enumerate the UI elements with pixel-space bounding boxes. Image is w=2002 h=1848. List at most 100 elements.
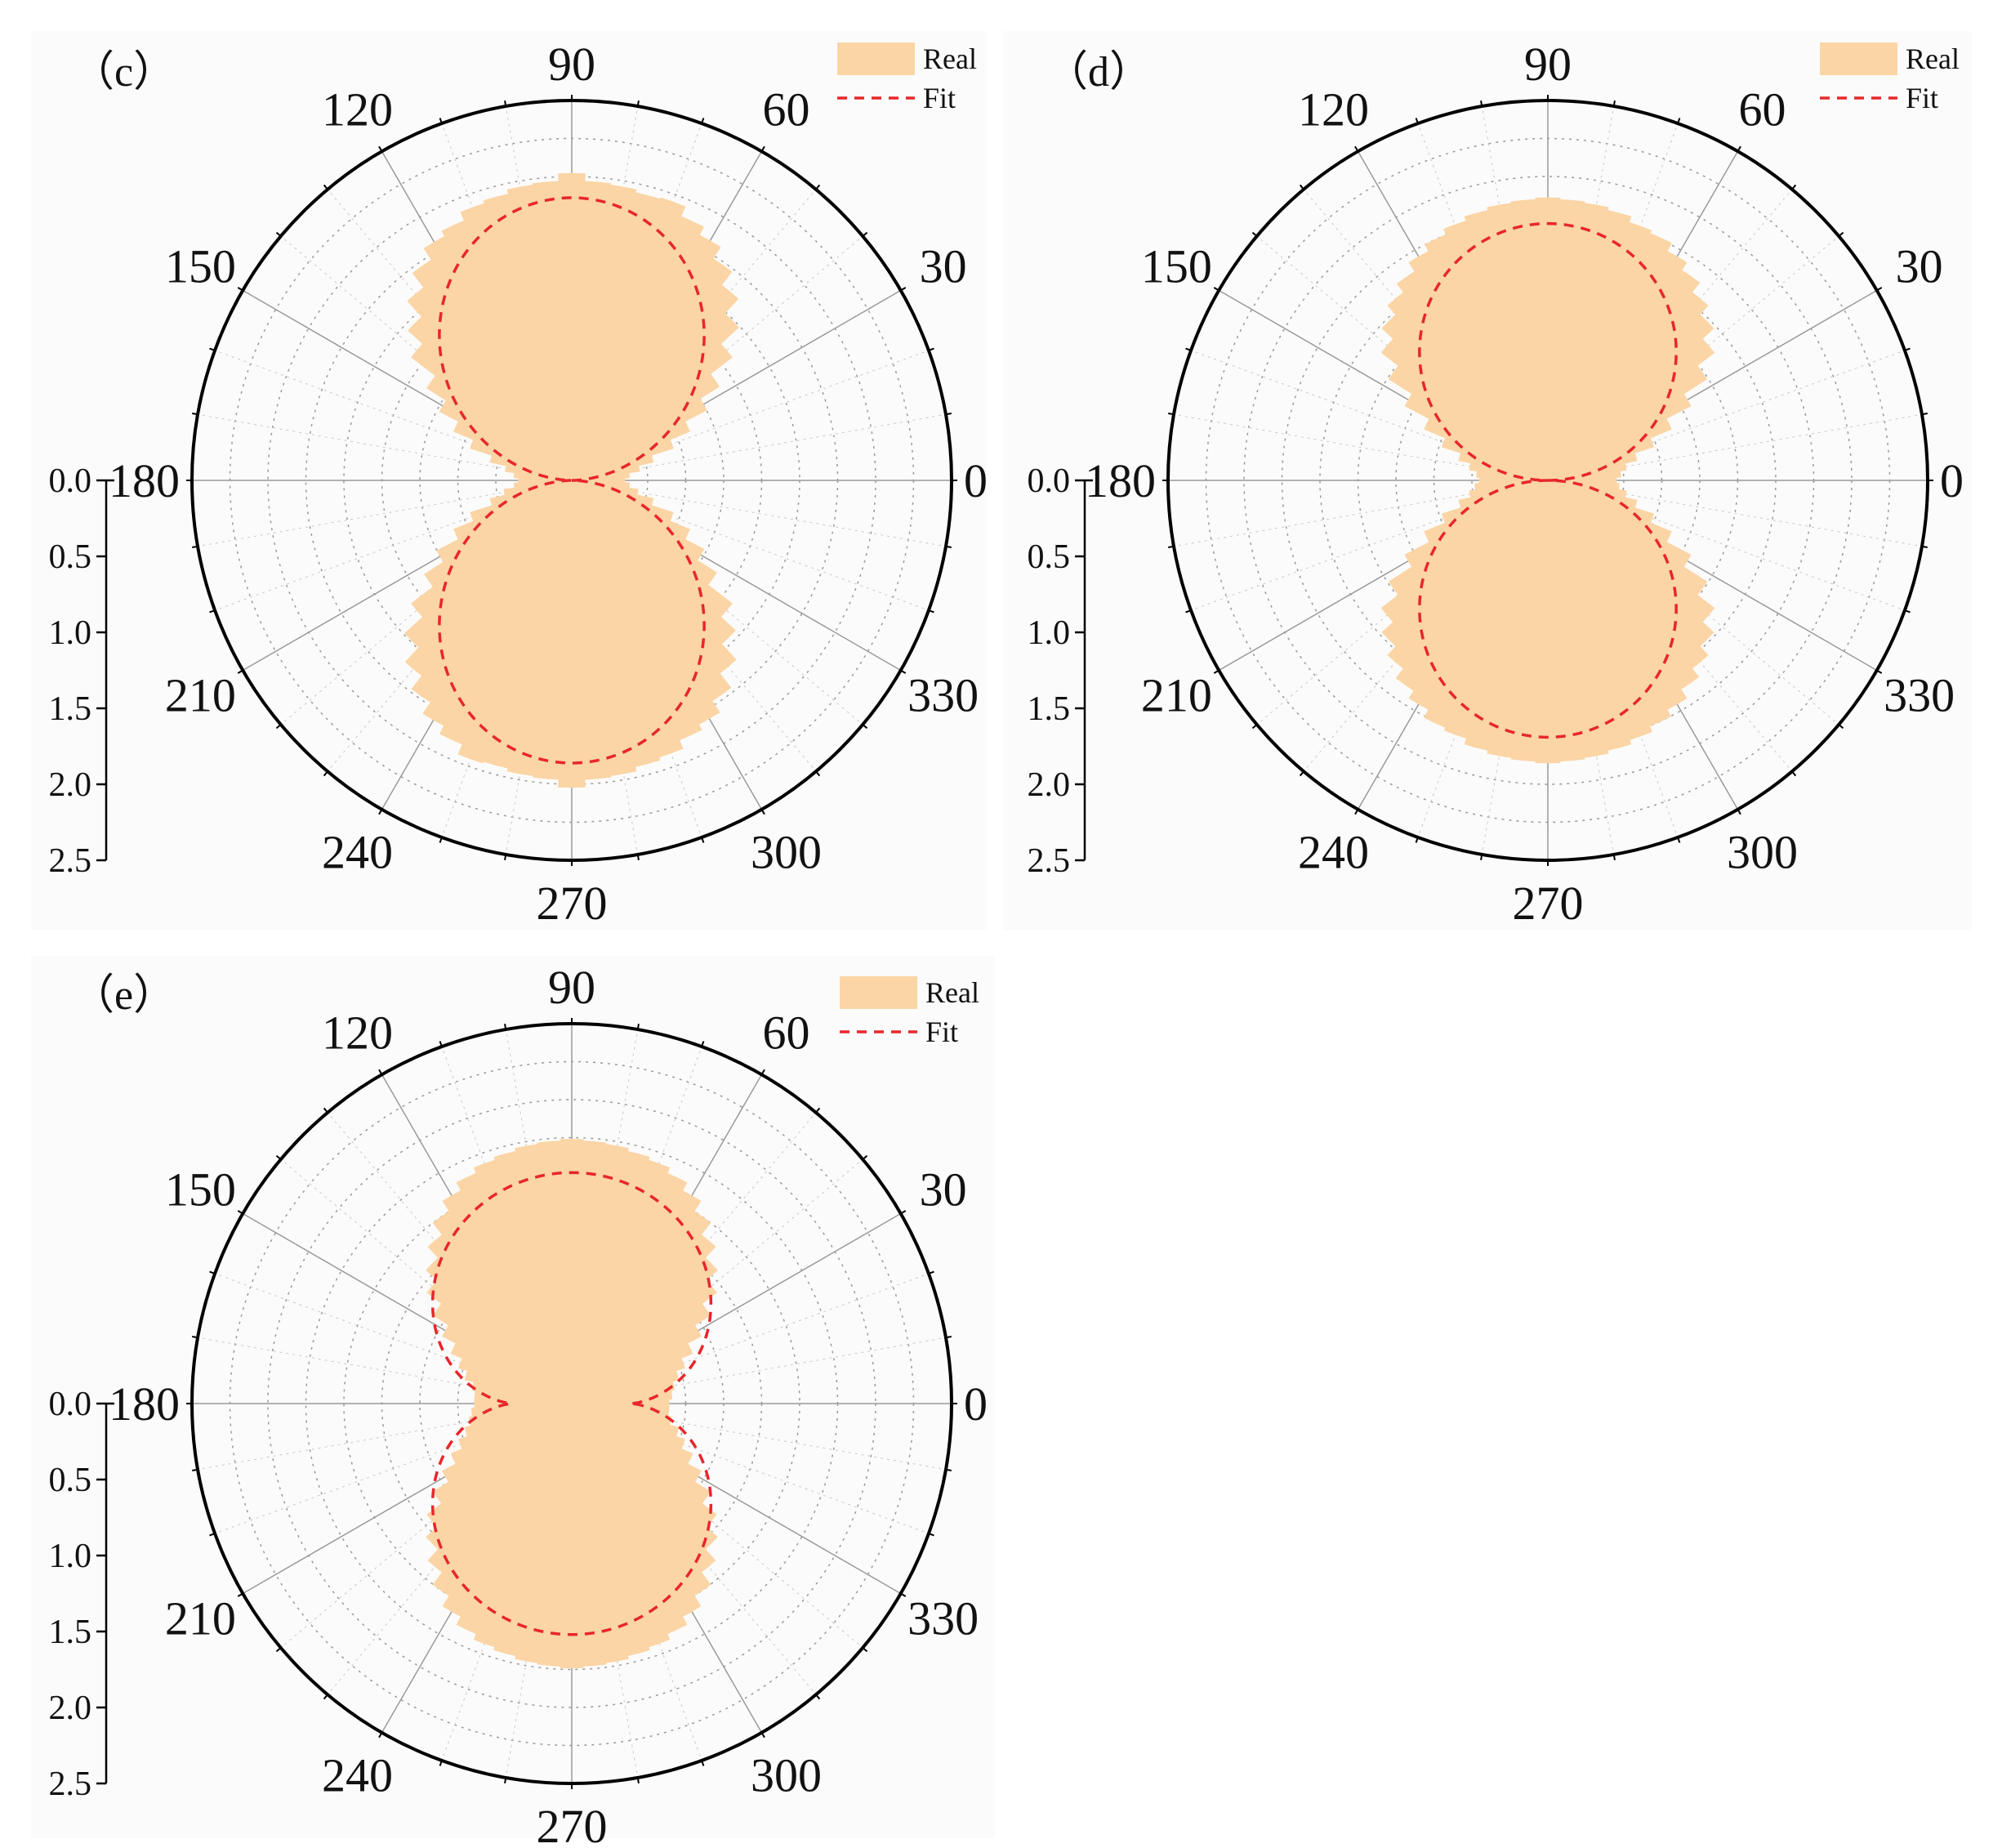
real-bar (1443, 220, 1549, 481)
outer-tick (1876, 669, 1883, 674)
outer-tick (439, 1041, 443, 1047)
real-bar (408, 316, 573, 481)
angle-tick-label: 0 (964, 454, 988, 507)
legend-real-label: Real (925, 976, 979, 1009)
real-bar (571, 480, 705, 561)
outer-tick (504, 1777, 507, 1783)
outer-tick (237, 669, 243, 674)
angle-tick-label: 150 (165, 1163, 236, 1216)
angle-tick-label: 270 (537, 877, 608, 930)
real-bar (1535, 197, 1561, 481)
minor-spoke (197, 1403, 573, 1471)
outer-tick (323, 1694, 328, 1700)
real-bar (1464, 210, 1549, 481)
outer-tick (1415, 837, 1419, 843)
outer-tick (378, 1069, 383, 1075)
outer-tick (1737, 809, 1741, 815)
real-bar (571, 1403, 688, 1635)
outer-tick (439, 118, 443, 124)
real-bar (571, 480, 733, 618)
real-bar (464, 1370, 573, 1404)
real-bar (571, 1403, 711, 1596)
real-bar (473, 1159, 573, 1404)
outer-tick (504, 1024, 507, 1030)
outer-tick (760, 809, 765, 815)
radial-axis: 0.0 0.5 1.0 1.5 2.0 2.5 (49, 462, 114, 880)
angle-tick-label: 0 (964, 1377, 988, 1431)
outer-tick (701, 118, 705, 124)
minor-spoke (1547, 350, 1906, 481)
angle-tick-label: 30 (920, 240, 967, 293)
real-bar (571, 480, 639, 496)
minor-spoke (214, 1273, 573, 1404)
outer-tick (378, 1732, 383, 1739)
real-bar (423, 235, 573, 481)
real-bar (1547, 480, 1709, 669)
real-bar (1387, 292, 1549, 481)
minor-spoke (571, 1273, 930, 1404)
minor-spoke (571, 480, 930, 611)
outer-tick (237, 1210, 243, 1215)
real-bar (571, 480, 661, 767)
real-bar (1547, 480, 1632, 751)
legend-fit-label: Fit (1906, 82, 1938, 114)
real-bar (571, 480, 684, 758)
outer-tick (504, 100, 507, 107)
outer-tick (862, 1154, 868, 1160)
polar-panel-e: 0 30 60 90 120 150 180 210 240 270 300 330 0.0 0.5 1.0… (31, 956, 995, 1848)
real-bar (560, 1138, 584, 1404)
outer-tick (1838, 231, 1844, 237)
real-bar (571, 1403, 718, 1550)
angle-tick-label: 300 (1727, 826, 1798, 879)
outer-tick (862, 1647, 868, 1653)
radial-tick-label: 2.5 (49, 842, 92, 880)
outer-tick (192, 1468, 198, 1471)
outer-tick (275, 1647, 282, 1653)
real-bars (404, 172, 739, 788)
fit-curve (438, 196, 706, 765)
real-bar (457, 480, 573, 764)
real-bar (571, 1403, 693, 1465)
minor-spoke (1547, 480, 1923, 547)
outer-tick (1791, 184, 1797, 190)
minor-spoke (571, 1403, 930, 1534)
real-bar (1547, 480, 1620, 490)
minor-spoke (1547, 480, 1906, 611)
outer-tick (945, 1468, 952, 1471)
outer-tick (900, 1592, 907, 1597)
angle-tick-label: 180 (1085, 454, 1156, 507)
outer-tick (760, 1732, 765, 1739)
real-bar (558, 172, 586, 481)
outer-tick (378, 809, 383, 815)
radial-tick-label: 0.5 (49, 1462, 92, 1499)
real-bar (1547, 480, 1638, 509)
real-bar (493, 1150, 573, 1404)
outer-tick (1251, 231, 1258, 237)
angle-tick-label: 60 (1739, 83, 1786, 136)
legend-real-swatch (837, 42, 915, 75)
real-bar (1547, 480, 1708, 596)
angle-labels: 0 30 60 90 120 150 180 210 240 270 300 330 (109, 961, 988, 1848)
minor-spoke (571, 480, 947, 547)
outer-tick (1251, 724, 1258, 730)
angle-tick-label: 210 (165, 669, 236, 722)
real-bar (456, 1172, 573, 1404)
real-bar (1424, 417, 1549, 481)
real-bar (441, 220, 573, 481)
angle-tick-label: 330 (907, 1592, 979, 1645)
real-bar (560, 1403, 584, 1669)
outer-tick (439, 1760, 443, 1766)
radial-tick-label: 1.0 (49, 614, 92, 652)
outer-tick (1612, 100, 1616, 107)
radial-tick-label: 0.5 (49, 538, 92, 576)
radial-axis: 0.0 0.5 1.0 1.5 2.0 2.5 (49, 1386, 114, 1803)
angle-tick-label: 30 (1896, 240, 1943, 293)
real-bar (1458, 452, 1549, 481)
real-bar (453, 421, 573, 481)
real-bar (571, 1403, 650, 1657)
minor-spoke (571, 1403, 863, 1649)
real-bar (1381, 314, 1549, 481)
radial-tick-label: 1.5 (49, 1614, 92, 1651)
real-bar (1408, 250, 1549, 481)
outer-tick (1838, 724, 1844, 730)
